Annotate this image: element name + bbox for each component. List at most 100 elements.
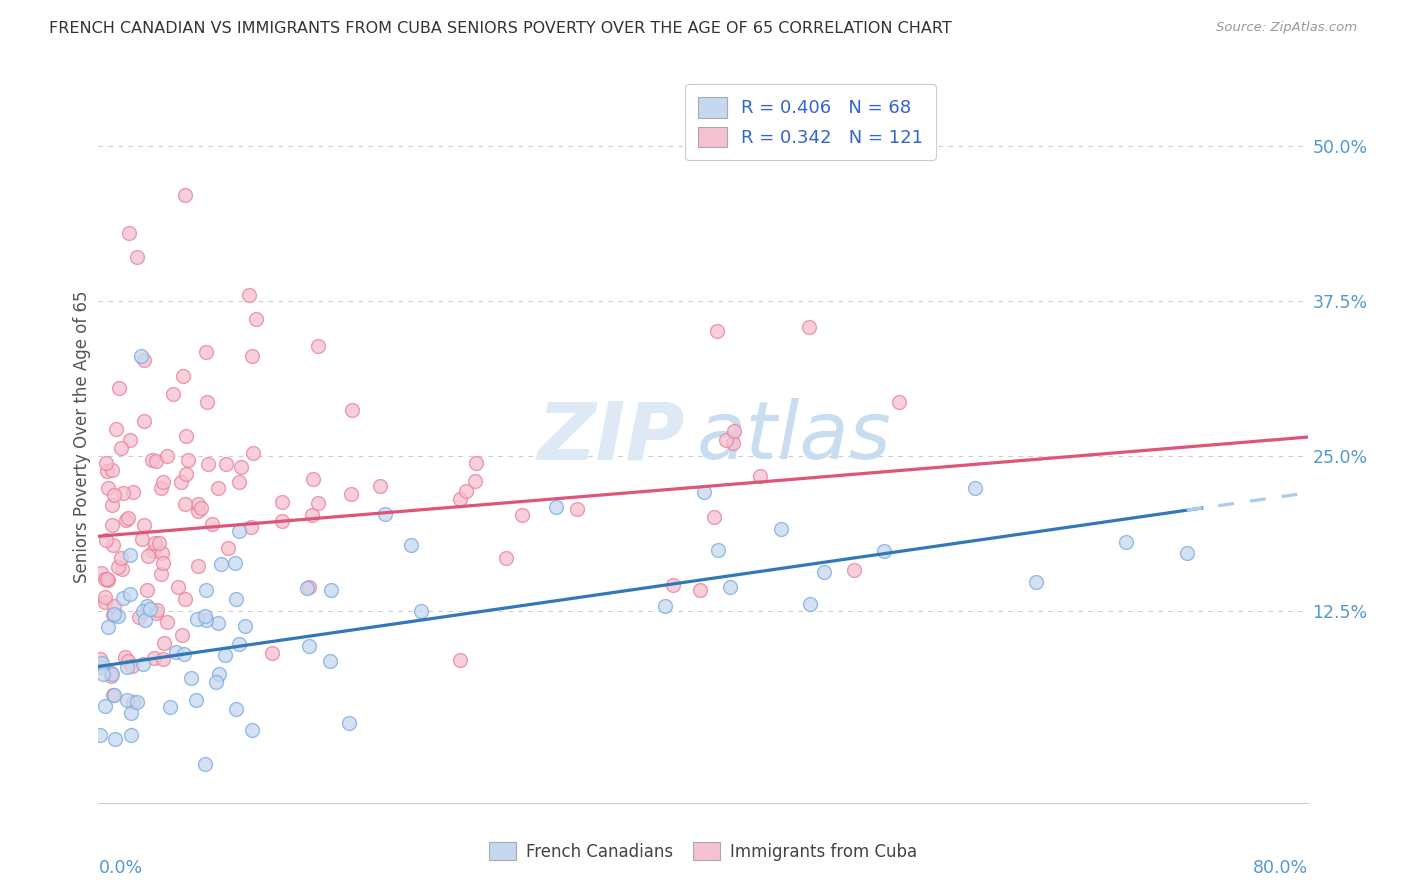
Point <box>301 508 323 522</box>
Point <box>703 510 725 524</box>
Point <box>132 414 155 428</box>
Point <box>101 666 124 681</box>
Point <box>173 497 195 511</box>
Point <box>107 381 129 395</box>
Point <box>770 522 793 536</box>
Point <box>201 516 224 531</box>
Point <box>149 566 172 581</box>
Point <box>231 460 253 475</box>
Point <box>307 339 329 353</box>
Point <box>174 188 197 202</box>
Point <box>165 645 187 659</box>
Point <box>207 616 229 631</box>
Point <box>117 654 139 668</box>
Point <box>170 628 193 642</box>
Point <box>195 583 218 598</box>
Point <box>131 533 153 547</box>
Point <box>89 728 111 742</box>
Point <box>1024 574 1046 589</box>
Point <box>187 497 209 511</box>
Point <box>245 312 267 326</box>
Point <box>114 513 136 527</box>
Point <box>228 524 250 538</box>
Legend: French Canadians, Immigrants from Cuba: French Canadians, Immigrants from Cuba <box>482 836 924 868</box>
Point <box>297 581 319 595</box>
Point <box>718 580 741 594</box>
Point <box>340 487 363 501</box>
Point <box>240 350 263 364</box>
Point <box>409 604 432 618</box>
Point <box>225 591 247 606</box>
Point <box>873 544 896 558</box>
Point <box>103 688 125 702</box>
Point <box>298 580 321 594</box>
Point <box>132 353 155 368</box>
Point <box>271 514 294 528</box>
Point <box>139 601 162 615</box>
Point <box>307 496 329 510</box>
Point <box>142 651 165 665</box>
Point <box>195 394 218 409</box>
Point <box>177 453 200 467</box>
Point <box>101 688 124 702</box>
Point <box>544 500 567 515</box>
Point <box>107 559 129 574</box>
Point <box>1115 534 1137 549</box>
Point <box>150 546 173 560</box>
Point <box>152 651 174 665</box>
Point <box>141 453 163 467</box>
Point <box>207 667 229 681</box>
Point <box>707 542 730 557</box>
Point <box>242 446 264 460</box>
Point <box>131 604 153 618</box>
Point <box>186 612 208 626</box>
Point <box>132 517 155 532</box>
Point <box>103 599 125 613</box>
Point <box>94 533 117 547</box>
Point <box>89 652 111 666</box>
Point <box>101 518 124 533</box>
Point <box>654 599 676 613</box>
Point <box>91 667 114 681</box>
Point <box>228 637 250 651</box>
Point <box>207 481 229 495</box>
Point <box>159 700 181 714</box>
Point <box>100 498 122 512</box>
Point <box>120 548 142 562</box>
Point <box>215 457 238 471</box>
Point <box>965 481 987 495</box>
Point <box>180 671 202 685</box>
Point <box>100 666 122 681</box>
Point <box>321 583 343 598</box>
Point <box>465 457 488 471</box>
Point <box>107 609 129 624</box>
Text: ZIP: ZIP <box>537 398 685 476</box>
Point <box>150 481 173 495</box>
Point <box>844 563 866 577</box>
Point <box>128 610 150 624</box>
Point <box>103 608 125 623</box>
Point <box>103 607 125 621</box>
Point <box>97 481 120 495</box>
Point <box>120 434 142 448</box>
Point <box>97 573 120 587</box>
Point <box>661 578 683 592</box>
Point <box>797 319 820 334</box>
Point <box>172 369 194 384</box>
Point <box>114 650 136 665</box>
Point <box>148 536 170 550</box>
Point <box>110 442 132 456</box>
Point <box>260 646 283 660</box>
Point <box>370 479 392 493</box>
Point <box>173 648 195 662</box>
Point <box>195 613 218 627</box>
Text: FRENCH CANADIAN VS IMMIGRANTS FROM CUBA SENIORS POVERTY OVER THE AGE OF 65 CORRE: FRENCH CANADIAN VS IMMIGRANTS FROM CUBA … <box>49 21 952 37</box>
Point <box>101 463 124 477</box>
Text: 0.0%: 0.0% <box>98 859 142 877</box>
Point <box>136 599 159 613</box>
Point <box>209 557 232 571</box>
Point <box>238 287 260 301</box>
Point <box>101 538 124 552</box>
Point <box>186 504 208 518</box>
Point <box>91 656 114 670</box>
